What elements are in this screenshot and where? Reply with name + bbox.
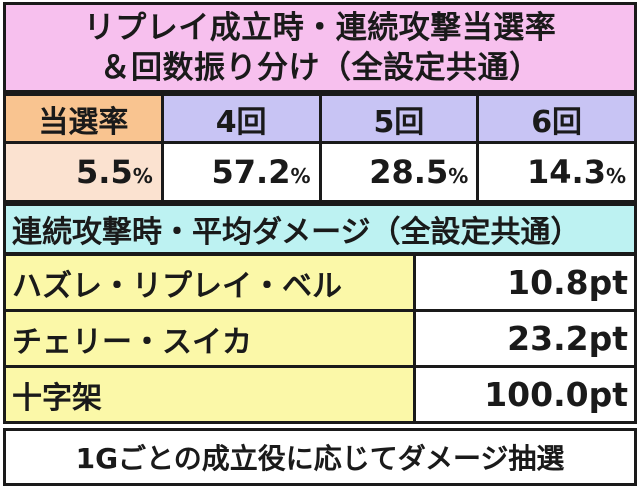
damage-row-name: チェリー・スイカ [3, 309, 416, 368]
damage-row-name: 十字架 [3, 365, 416, 424]
rate-value-6-number: 14.3 [527, 153, 606, 191]
percent-unit: % [132, 164, 153, 188]
rate-table: 当選率 4回 5回 6回 5.5% 57.2% 28.5% 14.3% [3, 93, 637, 203]
rate-header-row: 当選率 4回 5回 6回 [3, 93, 637, 144]
title-line-1: リプレイ成立時・連続攻撃当選率 [83, 9, 557, 46]
rate-col-6: 6回 [476, 93, 637, 144]
damage-row-value: 100.0pt [413, 365, 637, 424]
percent-unit: % [448, 164, 469, 188]
footer-note-box: 1Gごとの成立役に応じてダメージ抽選 [3, 428, 637, 486]
percent-unit: % [290, 164, 311, 188]
rate-value-total: 5.5% [3, 141, 164, 203]
damage-table: ハズレ・リプレイ・ベル 10.8pt チェリー・スイカ 23.2pt 十字架 1… [3, 253, 637, 424]
rate-col-5: 5回 [318, 93, 480, 144]
rate-value-5: 28.5% [318, 141, 480, 203]
title-line-2: ＆回数振り分け（全設定共通） [99, 49, 541, 86]
rate-value-row: 5.5% 57.2% 28.5% 14.3% [3, 141, 637, 203]
table-row: 十字架 100.0pt [3, 365, 637, 424]
rate-value-5-number: 28.5 [369, 153, 449, 191]
rate-value-6: 14.3% [476, 141, 637, 203]
damage-row-value: 23.2pt [413, 309, 637, 368]
rate-label-cell: 当選率 [3, 93, 164, 144]
footer-note: 1Gごとの成立役に応じてダメージ抽選 [75, 442, 565, 475]
rate-col-4: 4回 [160, 93, 322, 144]
rate-value-4: 57.2% [160, 141, 322, 203]
damage-title: 連続攻撃時・平均ダメージ（全設定共通） [12, 215, 581, 250]
damage-row-value: 10.8pt [413, 253, 637, 312]
damage-title-box: 連続攻撃時・平均ダメージ（全設定共通） [3, 203, 637, 255]
rate-value-4-number: 57.2 [211, 153, 291, 191]
title-box: リプレイ成立時・連続攻撃当選率 ＆回数振り分け（全設定共通） [3, 2, 637, 93]
damage-row-name: ハズレ・リプレイ・ベル [3, 253, 416, 312]
table-row: ハズレ・リプレイ・ベル 10.8pt [3, 253, 637, 312]
rate-value-total-number: 5.5 [76, 153, 133, 191]
percent-unit: % [605, 164, 626, 188]
table-row: チェリー・スイカ 23.2pt [3, 309, 637, 368]
